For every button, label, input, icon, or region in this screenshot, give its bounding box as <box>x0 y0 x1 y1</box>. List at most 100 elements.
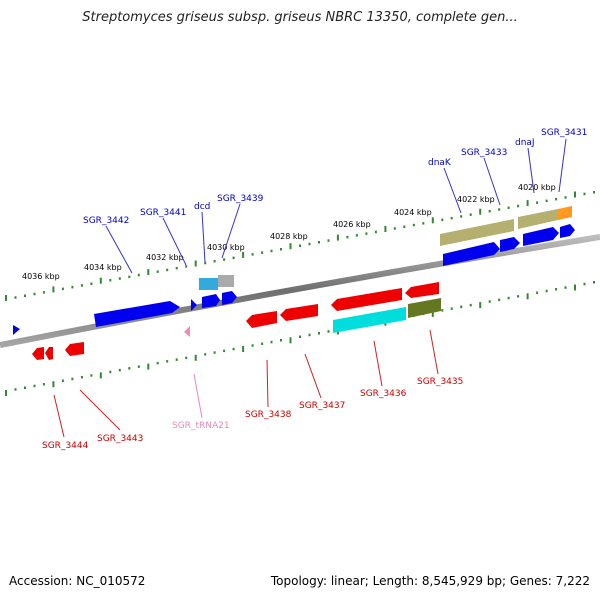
minor-tick <box>507 206 510 209</box>
gene-block-orange[interactable] <box>558 206 572 220</box>
gene-arrow-forward[interactable] <box>560 224 575 238</box>
scale-label: 4020 kbp <box>518 183 556 192</box>
gene-arrow-reverse[interactable] <box>405 282 439 298</box>
gene-label[interactable]: SGR_3436 <box>360 389 407 399</box>
gene-arrow-forward[interactable] <box>523 227 559 246</box>
major-tick <box>289 337 292 344</box>
gene-block-cyan[interactable] <box>333 307 406 333</box>
minor-tick <box>488 210 491 213</box>
minor-tick <box>232 347 235 351</box>
callout-lines-top <box>105 138 567 274</box>
minor-tick <box>90 282 93 285</box>
minor-tick <box>213 260 216 263</box>
minor-tick <box>137 365 140 368</box>
minor-tick <box>507 296 510 300</box>
gene-label[interactable]: SGR_3439 <box>217 194 264 204</box>
major-tick <box>5 390 7 396</box>
scale-label: 4034 kbp <box>84 263 122 272</box>
gene-label[interactable]: dcd <box>194 202 210 212</box>
minor-tick <box>280 339 282 342</box>
minor-tick <box>517 295 520 298</box>
minor-tick <box>128 367 131 370</box>
minor-tick <box>24 386 26 389</box>
scale-label: 4024 kbp <box>394 208 432 217</box>
minor-tick <box>109 279 112 282</box>
gene-arrow-forward[interactable] <box>202 294 220 308</box>
gene-arrow-forward[interactable] <box>191 299 197 311</box>
gene-label[interactable]: SGR_3437 <box>299 401 345 411</box>
gene-label[interactable]: SGR_3443 <box>97 434 143 444</box>
callout-lines-bottom <box>53 329 439 438</box>
minor-tick <box>204 261 207 265</box>
gene-block-teal[interactable] <box>199 278 218 290</box>
gene-label[interactable]: SGR_3435 <box>417 377 463 387</box>
gene-label[interactable]: dnaJ <box>515 138 535 148</box>
gene-label[interactable]: SGR_3442 <box>83 216 129 226</box>
trna-marker[interactable] <box>184 326 190 337</box>
accession-text: Accession: NC_010572 <box>9 574 146 588</box>
minor-tick <box>318 241 320 244</box>
gene-label[interactable]: dnaK <box>428 158 452 168</box>
gene-arrow-reverse[interactable] <box>65 342 84 356</box>
major-tick <box>479 208 482 215</box>
minor-tick <box>261 342 264 345</box>
gene-arrow-forward[interactable] <box>500 237 520 252</box>
gene-arrow-forward[interactable] <box>443 242 500 266</box>
minor-tick <box>156 361 159 365</box>
minor-tick <box>374 230 377 234</box>
minor-tick <box>450 216 453 220</box>
minor-tick <box>61 287 64 291</box>
minor-tick <box>564 286 567 289</box>
minor-tick <box>460 305 463 309</box>
map-title: Streptomyces griseus subsp. griseus NBRC… <box>82 10 518 25</box>
major-tick <box>147 269 150 276</box>
minor-tick <box>555 197 558 201</box>
minor-tick <box>251 344 254 347</box>
gene-block-olive[interactable] <box>440 219 514 246</box>
major-tick <box>526 200 529 207</box>
minor-tick <box>24 294 26 297</box>
gene-label[interactable]: SGR_3438 <box>245 410 292 420</box>
gene-block-olive[interactable] <box>518 209 558 229</box>
forward-genes[interactable] <box>13 206 575 335</box>
major-tick <box>574 191 576 198</box>
gene-arrow-forward[interactable] <box>94 301 180 327</box>
minor-tick <box>33 292 36 296</box>
gene-label[interactable]: SGR_3441 <box>140 208 186 218</box>
major-tick <box>289 243 292 250</box>
major-tick <box>526 293 529 300</box>
minor-tick <box>223 349 226 353</box>
minor-tick <box>308 242 311 246</box>
gene-label[interactable]: SGR_3444 <box>42 441 89 451</box>
minor-tick <box>412 223 415 227</box>
gene-arrow-reverse[interactable] <box>45 347 53 360</box>
minor-tick <box>498 208 501 211</box>
gene-arrow-forward[interactable] <box>222 291 237 305</box>
gene-arrow-reverse[interactable] <box>32 347 44 360</box>
major-tick <box>242 251 245 258</box>
major-tick <box>384 226 387 232</box>
gene-block-grey[interactable] <box>218 275 234 287</box>
major-tick <box>147 363 150 370</box>
gene-arrow-reverse[interactable] <box>331 288 402 311</box>
tick-marks <box>5 191 595 396</box>
minor-tick <box>545 199 548 203</box>
gene-arrow-forward[interactable] <box>13 325 20 335</box>
minor-tick <box>460 215 463 218</box>
gene-labels-bottom: SGR_3444 SGR_3443 SGR_tRNA21 SGR_3438 SG… <box>42 377 463 451</box>
gene-arrow-reverse[interactable] <box>280 304 318 321</box>
gene-block-darkolive[interactable] <box>408 298 441 318</box>
minor-tick <box>166 268 169 272</box>
gene-label[interactable]: SGR_3433 <box>461 148 507 158</box>
gene-arrow-reverse[interactable] <box>246 311 277 328</box>
major-tick <box>479 302 482 309</box>
reverse-genes[interactable] <box>32 282 441 360</box>
topology-text: Topology: linear; Length: 8,545,929 bp; … <box>270 574 590 588</box>
gene-label[interactable]: SGR_3431 <box>541 128 587 138</box>
minor-tick <box>71 285 74 289</box>
gene-labels-top: SGR_3442 SGR_3441 dcd SGR_3439 dnaK SGR_… <box>83 128 587 226</box>
gene-label[interactable]: SGR_tRNA21 <box>172 421 230 431</box>
minor-tick <box>299 244 301 247</box>
major-tick <box>242 346 245 352</box>
